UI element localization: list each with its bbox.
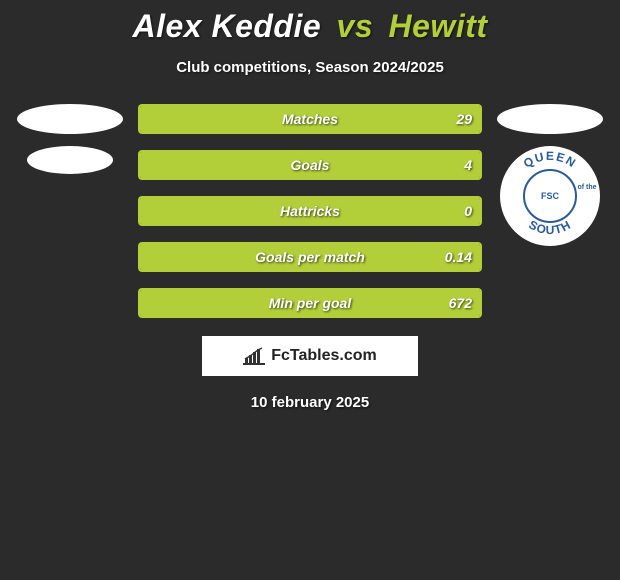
date-text: 10 february 2025 — [251, 394, 369, 411]
stat-bar: Matches 29 — [138, 104, 482, 134]
stat-label: Min per goal — [269, 295, 351, 311]
badge-arc-svg: QUEEN SOUTH of the — [500, 146, 600, 246]
stats-column: Matches 29 Goals 4 Hattricks 0 Goals per match… — [138, 104, 482, 318]
stat-value: 0.14 — [445, 249, 472, 265]
title-player2: Hewitt — [389, 8, 488, 44]
title-player1: Alex Keddie — [132, 8, 321, 44]
player2-photo-placeholder — [497, 104, 603, 134]
branding-box: FcTables.com — [202, 336, 418, 376]
stat-value: 29 — [456, 111, 472, 127]
badge-text-side: of the — [577, 184, 596, 191]
main-row: Matches 29 Goals 4 Hattricks 0 Goals per match… — [0, 104, 620, 318]
stat-bar: Goals 4 — [138, 150, 482, 180]
stat-value: 0 — [464, 203, 472, 219]
page-title: Alex Keddie vs Hewitt — [132, 8, 487, 45]
stat-bar: Goals per match 0.14 — [138, 242, 482, 272]
left-column — [10, 104, 130, 318]
right-column: QUEEN SOUTH of the FSC — [490, 104, 610, 318]
stat-label: Matches — [282, 111, 338, 127]
stat-label: Hattricks — [280, 203, 340, 219]
stat-label: Goals — [291, 157, 330, 173]
subtitle: Club competitions, Season 2024/2025 — [176, 59, 444, 76]
chart-icon — [243, 347, 265, 365]
branding-text: FcTables.com — [271, 347, 377, 365]
stat-label: Goals per match — [255, 249, 365, 265]
stat-bar: Hattricks 0 — [138, 196, 482, 226]
svg-text:QUEEN: QUEEN — [521, 149, 579, 171]
svg-text:SOUTH: SOUTH — [526, 218, 573, 238]
stat-bar: Min per goal 672 — [138, 288, 482, 318]
badge-text-top: QUEEN — [521, 149, 579, 171]
player1-club-placeholder — [27, 146, 113, 174]
stat-value: 4 — [464, 157, 472, 173]
badge-text-bottom: SOUTH — [526, 218, 573, 238]
stat-value: 672 — [449, 295, 472, 311]
title-vs: vs — [337, 8, 374, 44]
player1-photo-placeholder — [17, 104, 123, 134]
player2-club-badge: QUEEN SOUTH of the FSC — [500, 146, 600, 246]
infographic-container: Alex Keddie vs Hewitt Club competitions,… — [0, 0, 620, 411]
